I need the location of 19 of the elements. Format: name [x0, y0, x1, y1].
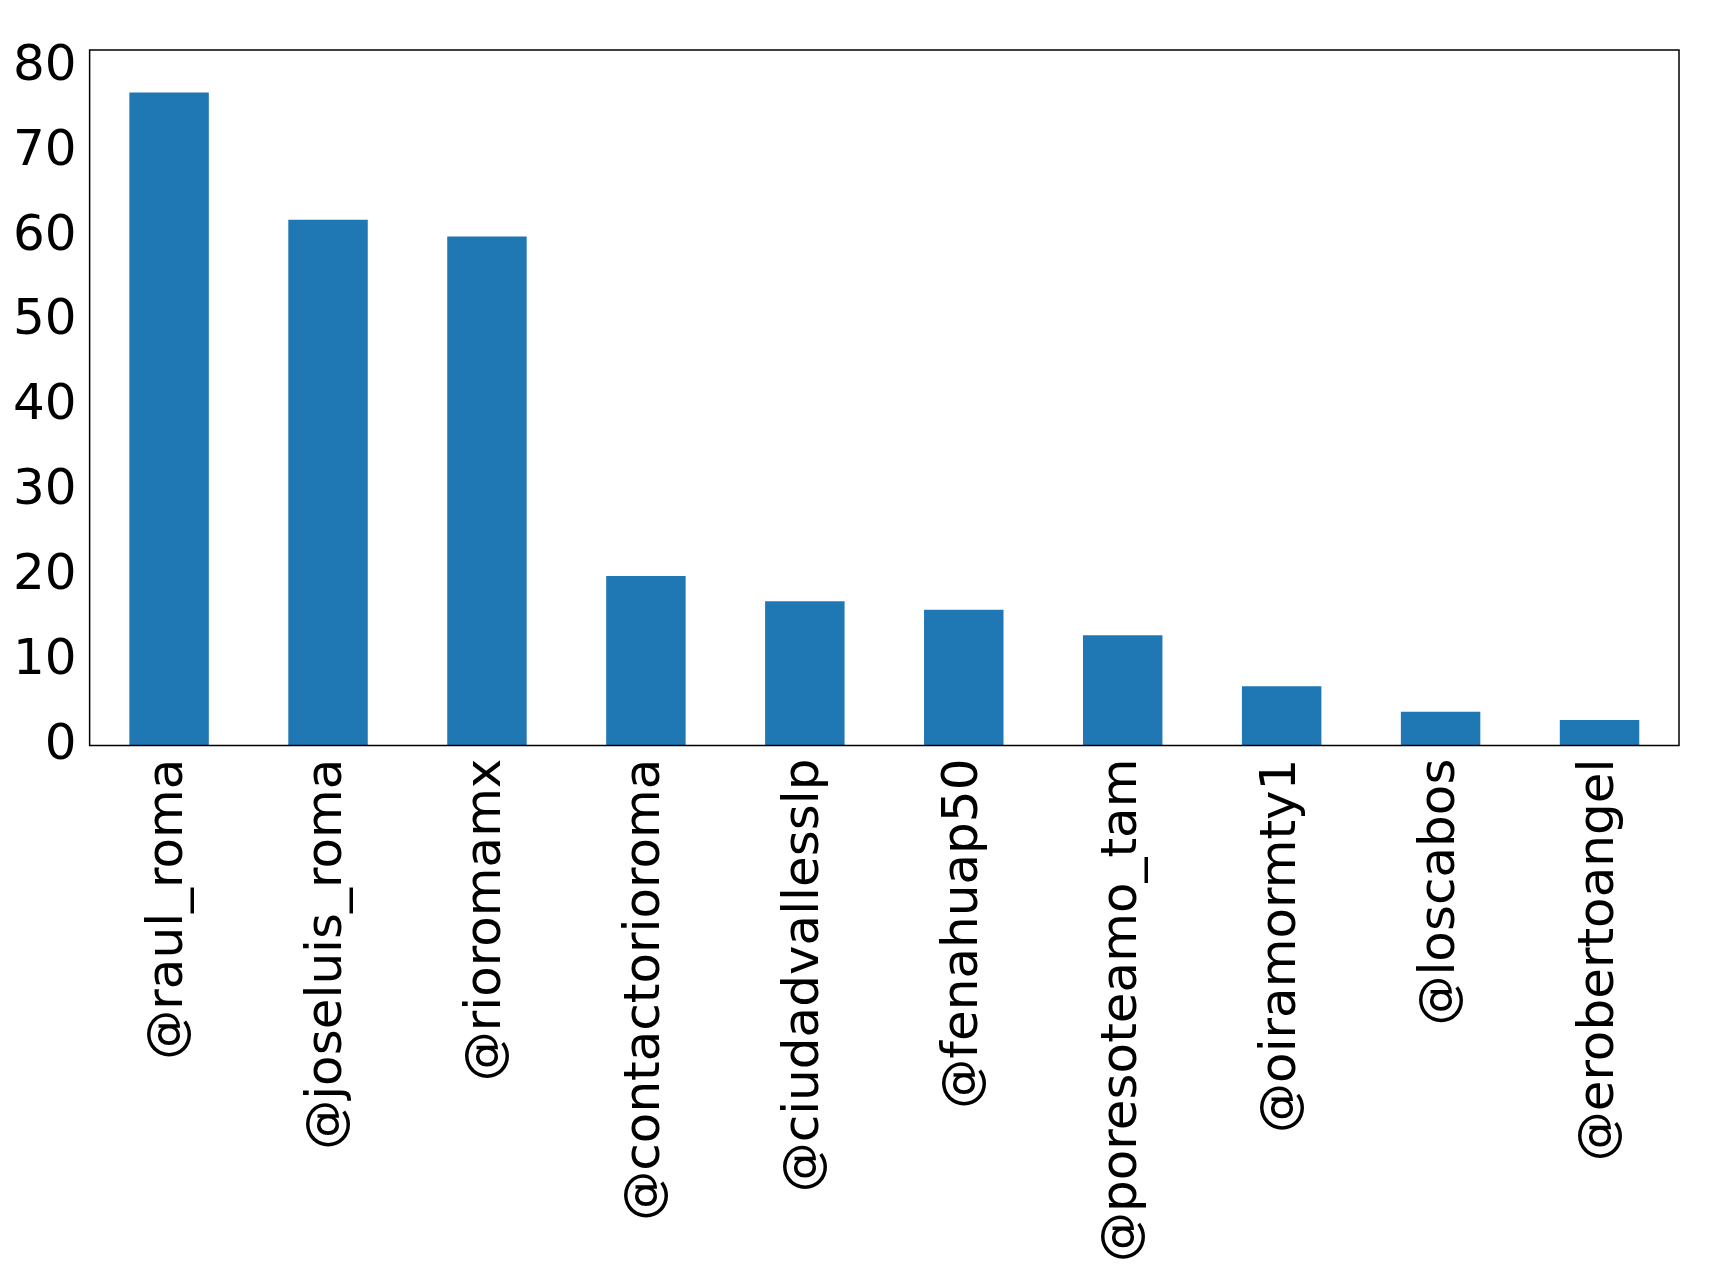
y-tick-label: 60: [13, 203, 77, 262]
y-tick-label: 40: [13, 373, 77, 432]
x-tick-label: @contactorioroma: [612, 758, 671, 1221]
y-tick-label: 10: [13, 627, 77, 686]
x-tick-label: @raul_roma: [136, 758, 195, 1060]
x-tick-label: @poresoteamo_tam: [1089, 758, 1148, 1263]
x-tick-label: @ciudadvallesslp: [771, 758, 830, 1193]
x-tick-label: @oiramormty1: [1248, 758, 1307, 1133]
y-tick-label: 70: [13, 118, 77, 177]
x-tick-label: @joseluis_roma: [295, 758, 354, 1150]
y-tick-label: 30: [13, 458, 77, 517]
y-tick-label: 50: [13, 288, 77, 347]
x-tick-label: @rioromamx: [453, 758, 512, 1082]
y-tick-label: 80: [13, 33, 77, 92]
y-tick-label: 0: [44, 712, 77, 771]
x-tick-label: @loscabos: [1407, 758, 1466, 1026]
x-tick-label: @fenahuap50: [930, 758, 989, 1109]
y-tick-label: 20: [13, 542, 77, 601]
x-tick-label: @erobertoangel: [1566, 758, 1625, 1162]
